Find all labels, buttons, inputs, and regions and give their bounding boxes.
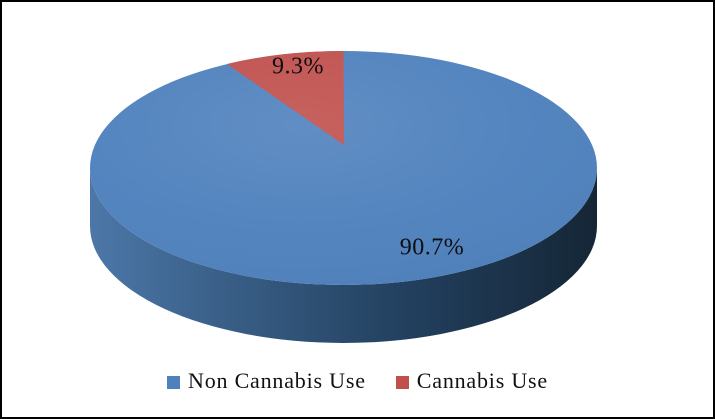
- data-label-cannabis: 9.3%: [272, 53, 324, 80]
- legend-swatch-non-cannabis: [167, 375, 180, 389]
- legend-label-cannabis: Cannabis Use: [416, 368, 548, 393]
- data-label-non-cannabis: 90.7%: [399, 234, 465, 261]
- legend-item-cannabis: Cannabis Use: [395, 368, 548, 394]
- pie-top-gloss: [90, 51, 597, 285]
- legend-label-non-cannabis: Non Cannabis Use: [188, 368, 366, 393]
- pie-side-3d: [90, 168, 597, 343]
- legend-item-non-cannabis: Non Cannabis Use: [167, 368, 366, 394]
- legend: Non Cannabis Use Cannabis Use: [2, 368, 713, 394]
- legend-swatch-cannabis: [395, 375, 409, 389]
